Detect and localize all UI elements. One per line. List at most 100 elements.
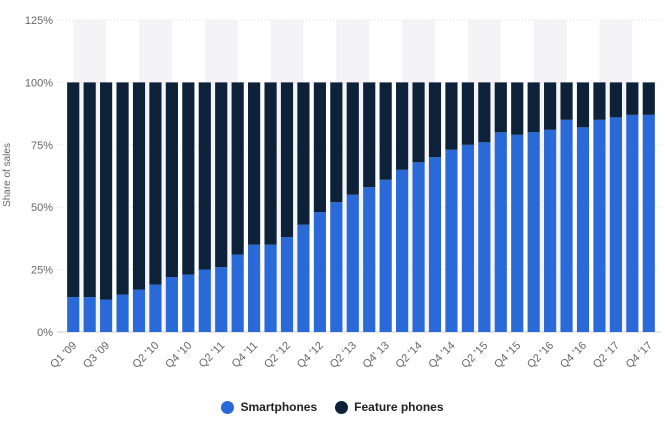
bar-feature-phones[interactable] [248, 82, 261, 245]
bar-smartphones[interactable] [363, 187, 376, 332]
bar-smartphones[interactable] [165, 277, 178, 332]
bar-feature-phones[interactable] [412, 82, 425, 163]
bar-feature-phones[interactable] [280, 82, 294, 238]
x-tick-label: Q4' 13 [361, 340, 392, 371]
y-tick-label: 100% [25, 77, 53, 89]
y-axis-ticks: 0% 25% 50% 75% 100% 125% [25, 15, 53, 339]
bar-feature-phones[interactable] [593, 82, 606, 120]
x-tick-label: Q2 '16 [525, 340, 556, 371]
x-tick-label: Q3 '09 [81, 340, 112, 371]
bar-smartphones[interactable] [626, 114, 639, 333]
x-tick-label: Q1 '09 [48, 340, 79, 371]
x-tick-label: Q2 '15 [459, 340, 490, 371]
bar-smartphones[interactable] [609, 117, 622, 333]
bar-feature-phones[interactable] [83, 82, 96, 298]
bar-smartphones[interactable] [593, 119, 606, 332]
bar-feature-phones[interactable] [428, 82, 442, 158]
bar-feature-phones[interactable] [182, 82, 195, 275]
bar-feature-phones[interactable] [132, 82, 146, 290]
x-tick-label: Q4 '16 [558, 340, 589, 371]
legend-label-feature-phones: Feature phones [354, 400, 444, 414]
bar-smartphones[interactable] [478, 142, 491, 332]
y-tick-label: 75% [31, 140, 53, 152]
bar-smartphones[interactable] [379, 179, 392, 332]
y-axis-label: Share of sales [2, 143, 13, 207]
bar-smartphones[interactable] [511, 134, 524, 332]
x-tick-label: Q4 '14 [426, 340, 457, 371]
bar-feature-phones[interactable] [165, 82, 178, 278]
y-tick-label: 50% [31, 202, 53, 214]
bar-feature-phones[interactable] [576, 82, 590, 128]
legend-label-smartphones: Smartphones [240, 400, 318, 414]
x-tick-label: Q2 '10 [130, 340, 161, 371]
bar-feature-phones[interactable] [346, 82, 359, 195]
bar-feature-phones[interactable] [626, 82, 639, 115]
bar-smartphones[interactable] [116, 294, 129, 332]
bar-smartphones[interactable] [198, 269, 211, 332]
x-tick-label: Q4 '10 [163, 340, 194, 371]
bar-smartphones[interactable] [396, 169, 409, 332]
bar-smartphones[interactable] [313, 212, 326, 332]
bar-feature-phones[interactable] [215, 82, 228, 268]
legend-swatch-smartphones [221, 400, 235, 414]
bar-feature-phones[interactable] [642, 82, 655, 115]
bar-feature-phones[interactable] [445, 82, 458, 150]
legend: Smartphones Feature phones [0, 400, 665, 414]
bar-feature-phones[interactable] [198, 82, 211, 270]
bar-feature-phones[interactable] [116, 82, 129, 295]
bar-smartphones[interactable] [132, 289, 146, 332]
bar-smartphones[interactable] [576, 127, 590, 332]
legend-item-smartphones[interactable]: Smartphones [221, 400, 317, 414]
bar-smartphones[interactable] [445, 149, 458, 332]
bar-smartphones[interactable] [461, 144, 474, 332]
bar-smartphones[interactable] [248, 244, 261, 332]
legend-item-feature-phones[interactable]: Feature phones [335, 400, 444, 414]
bar-smartphones[interactable] [100, 299, 113, 332]
bar-smartphones[interactable] [149, 284, 162, 332]
bar-feature-phones[interactable] [100, 82, 113, 300]
bar-feature-phones[interactable] [379, 82, 392, 180]
bar-feature-phones[interactable] [527, 82, 540, 133]
bar-smartphones[interactable] [182, 274, 195, 332]
bar-smartphones[interactable] [330, 202, 343, 332]
bar-feature-phones[interactable] [461, 82, 474, 145]
bar-smartphones[interactable] [346, 194, 359, 332]
bars [67, 82, 655, 333]
bar-feature-phones[interactable] [297, 82, 310, 225]
bar-smartphones[interactable] [544, 129, 557, 332]
x-tick-label: Q2 '12 [262, 340, 293, 371]
bar-feature-phones[interactable] [478, 82, 491, 143]
bar-feature-phones[interactable] [149, 82, 162, 285]
y-tick-label: 125% [25, 15, 53, 27]
bar-feature-phones[interactable] [544, 82, 557, 130]
x-tick-label: Q2 '17 [591, 340, 622, 371]
bar-feature-phones[interactable] [609, 82, 622, 118]
bar-feature-phones[interactable] [560, 82, 573, 120]
bar-smartphones[interactable] [264, 244, 277, 332]
bar-feature-phones[interactable] [330, 82, 343, 203]
bar-smartphones[interactable] [560, 119, 573, 332]
bar-feature-phones[interactable] [511, 82, 524, 135]
bar-feature-phones[interactable] [363, 82, 376, 188]
bar-smartphones[interactable] [428, 157, 442, 332]
bar-smartphones[interactable] [231, 254, 244, 332]
bar-smartphones[interactable] [494, 132, 507, 332]
bar-smartphones[interactable] [280, 237, 294, 332]
bar-smartphones[interactable] [83, 297, 96, 332]
bar-feature-phones[interactable] [264, 82, 277, 245]
bar-smartphones[interactable] [642, 114, 655, 333]
bar-feature-phones[interactable] [494, 82, 507, 133]
bar-feature-phones[interactable] [67, 82, 80, 298]
bar-feature-phones[interactable] [313, 82, 326, 213]
bar-smartphones[interactable] [527, 132, 540, 332]
x-tick-label: Q4 '11 [230, 340, 261, 371]
bar-smartphones[interactable] [412, 162, 425, 332]
bar-smartphones[interactable] [67, 297, 80, 332]
bar-smartphones[interactable] [215, 267, 228, 332]
x-tick-label: Q4 '12 [295, 340, 326, 371]
bar-feature-phones[interactable] [396, 82, 409, 170]
bar-smartphones[interactable] [297, 224, 310, 332]
bar-feature-phones[interactable] [231, 82, 244, 255]
x-tick-label: Q2 '14 [394, 340, 425, 371]
